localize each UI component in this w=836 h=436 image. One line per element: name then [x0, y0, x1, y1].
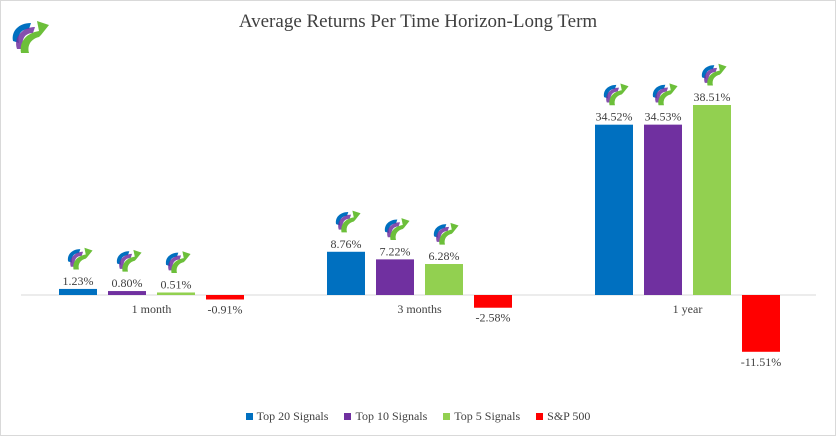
- growth-arrow-icon-top20-0: [67, 247, 93, 270]
- bar-top20-2: [595, 124, 633, 296]
- data-label-top5-2: 38.51%: [694, 90, 731, 104]
- bar-top5-0: [157, 292, 195, 295]
- data-label-top20-2: 34.52%: [596, 110, 633, 124]
- bar-chart: 1.23% 0.80% 0.51% -0.91% 1 month 8.76% 7.22% 6.…: [21, 63, 816, 369]
- data-label-top5-0: 0.51%: [161, 277, 192, 291]
- data-label-sp500-1: -2.58%: [476, 311, 511, 325]
- bar-top10-2: [644, 124, 682, 295]
- data-label-top5-1: 6.28%: [429, 249, 460, 263]
- bar-top5-2: [693, 105, 731, 295]
- legend-item-top5: Top 5 Signals: [443, 409, 520, 424]
- legend-label-top10: Top 10 Signals: [355, 409, 428, 423]
- data-label-top10-2: 34.53%: [645, 110, 682, 124]
- growth-arrow-icon-top5-2: [701, 63, 727, 86]
- growth-arrow-logo-icon: [12, 21, 49, 53]
- legend-swatch-top10: [344, 413, 352, 420]
- data-label-top10-0: 0.80%: [112, 276, 143, 290]
- legend-item-sp500: S&P 500: [536, 409, 590, 424]
- data-label-top20-0: 1.23%: [63, 274, 94, 288]
- data-label-sp500-0: -0.91%: [208, 302, 243, 316]
- legend-swatch-top20: [245, 413, 253, 420]
- category-label-1: 3 months: [397, 302, 442, 316]
- growth-arrow-icon-top10-0: [116, 249, 142, 272]
- growth-arrow-icon-top20-1: [335, 210, 361, 233]
- chart-title: Average Returns Per Time Horizon-Long Te…: [238, 11, 598, 32]
- growth-arrow-icon-top10-1: [384, 218, 410, 240]
- legend-swatch-sp500: [536, 413, 544, 420]
- data-label-top20-1: 8.76%: [331, 237, 362, 251]
- bar-top10-1: [376, 259, 414, 295]
- bar-top20-1: [327, 251, 365, 295]
- legend-label-top5: Top 5 Signals: [454, 409, 521, 423]
- legend-item-top20: Top 20 Signals: [245, 409, 329, 424]
- bar-sp500-1: [474, 295, 512, 308]
- bar-top10-0: [108, 291, 146, 295]
- growth-arrow-icon-top5-1: [433, 222, 459, 245]
- growth-arrow-icon-top10-2: [652, 83, 678, 106]
- bar-top20-0: [59, 288, 97, 295]
- category-label-0: 1 month: [132, 302, 172, 316]
- legend-item-top10: Top 10 Signals: [344, 409, 427, 424]
- bar-top5-1: [425, 264, 463, 295]
- legend-swatch-top5: [443, 413, 451, 420]
- legend: Top 20 Signals Top 10 Signals Top 5 Sign…: [1, 409, 835, 424]
- category-label-2: 1 year: [673, 302, 703, 316]
- legend-label-sp500: S&P 500: [547, 409, 591, 423]
- growth-arrow-icon-top20-2: [603, 83, 629, 106]
- bar-sp500-0: [206, 295, 244, 300]
- growth-arrow-icon-top5-0: [165, 251, 191, 274]
- legend-label-top20: Top 20 Signals: [256, 409, 329, 423]
- data-label-sp500-2: -11.51%: [741, 355, 782, 369]
- data-label-top10-1: 7.22%: [380, 244, 411, 258]
- bar-sp500-2: [742, 295, 780, 352]
